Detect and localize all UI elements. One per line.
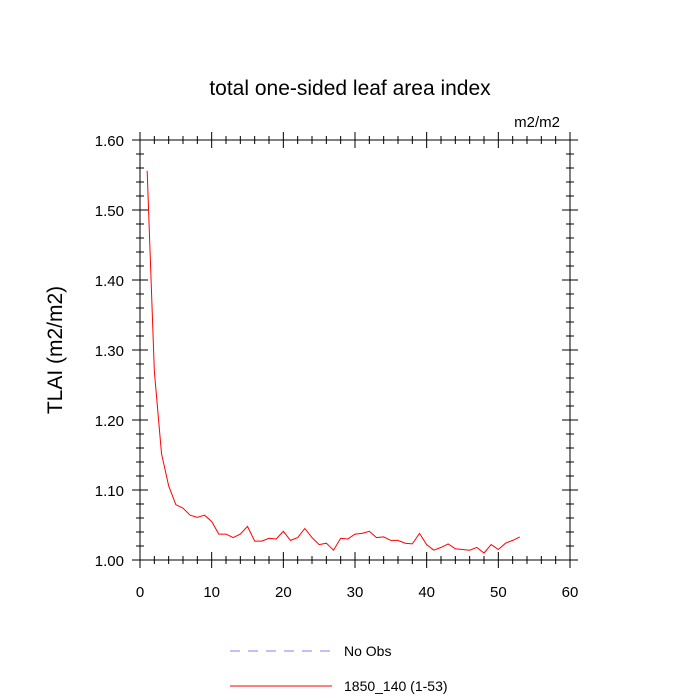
- x-tick-label: 20: [275, 584, 292, 601]
- axis-ticks: [132, 132, 578, 568]
- legend-label: No Obs: [344, 643, 391, 659]
- y-tick-label: 1.40: [95, 273, 124, 290]
- chart-title: total one-sided leaf area index: [209, 77, 491, 100]
- legend-label: 1850_140 (1-53): [344, 678, 448, 694]
- x-tick-label: 0: [136, 584, 144, 601]
- y-tick-label: 1.60: [95, 133, 124, 150]
- series-layer: [146, 170, 521, 554]
- y-tick-label: 1.50: [95, 203, 124, 220]
- x-tick-label: 10: [203, 584, 220, 601]
- y-tick-label: 1.00: [95, 553, 124, 570]
- tick-labels: 0 10 20 30 40 50 60 1.00 1.10 1.20 1.30 1.40 1.50 1.6…: [95, 133, 579, 601]
- y-tick-label: 1.20: [95, 413, 124, 430]
- series-line: [146, 170, 521, 554]
- x-tick-label: 60: [562, 584, 579, 601]
- legend: No Obs 1850_140 (1-53): [230, 643, 448, 694]
- x-tick-label: 50: [490, 584, 507, 601]
- units-label: m2/m2: [514, 114, 560, 131]
- plot-frame: [139, 139, 571, 561]
- y-tick-label: 1.30: [95, 343, 124, 360]
- y-tick-label: 1.10: [95, 483, 124, 500]
- y-axis-label: TLAI (m2/m2): [44, 286, 67, 414]
- x-tick-label: 30: [347, 584, 364, 601]
- x-tick-label: 40: [418, 584, 435, 601]
